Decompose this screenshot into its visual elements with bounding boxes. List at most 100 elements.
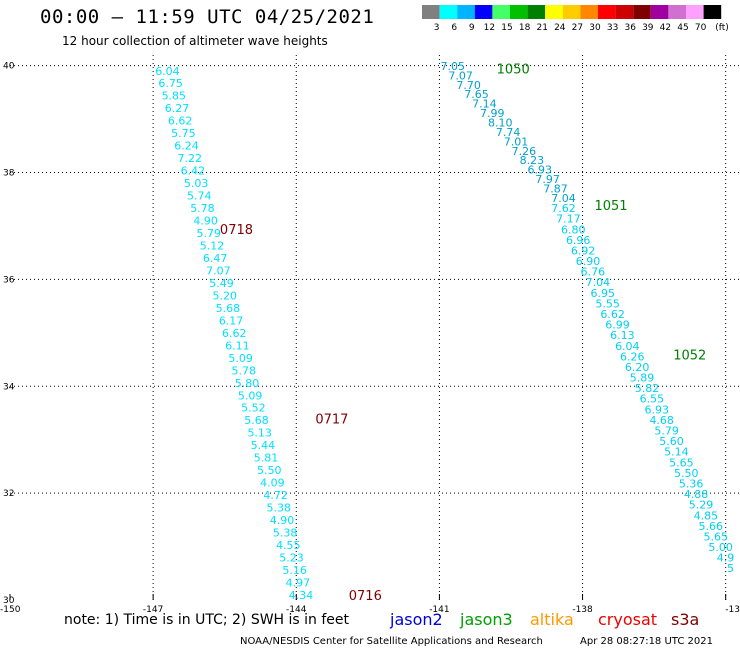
legend-swatch	[668, 5, 686, 19]
wave-height-value: 7.01	[504, 135, 529, 148]
legend-tick-label: 15	[501, 23, 512, 33]
wave-height-value: 5.49	[209, 277, 234, 290]
wave-height-value: 5.79	[654, 425, 679, 438]
wave-height-value: 6.80	[561, 223, 586, 236]
wave-height-value: 5.75	[171, 127, 196, 140]
y-tick-label: 30	[3, 596, 15, 606]
wave-height-value: 5.14	[664, 446, 689, 459]
credit-line: NOAA/NESDIS Center for Satellite Applica…	[240, 636, 543, 647]
legend-tick-label: 18	[519, 23, 531, 33]
wave-height-value: 6.93	[645, 403, 670, 416]
wave-height-value: 7.99	[480, 107, 505, 120]
legend-swatch	[439, 5, 458, 19]
x-tick-label: -144	[286, 605, 307, 615]
legend-tick-label: 36	[624, 23, 636, 33]
wave-height-value: 6.42	[181, 165, 206, 178]
wave-height-value: 7.17	[556, 213, 581, 226]
wave-height-value: 7.07	[206, 264, 231, 277]
wave-height-value: 5.52	[241, 402, 266, 415]
wave-height-value: 6.62	[168, 115, 193, 128]
pass-time-label: 1052	[673, 349, 706, 364]
wave-height-value: 6.27	[165, 102, 190, 115]
satellite-label-altika: altika	[530, 610, 574, 629]
legend-swatch	[580, 5, 598, 19]
y-tick-label: 36	[3, 275, 15, 285]
wave-height-value: 4.68	[649, 414, 674, 427]
legend-tick-label: 24	[554, 23, 566, 33]
legend-swatch	[545, 5, 563, 19]
wave-height-value: 5	[727, 562, 734, 575]
legend-swatch	[510, 5, 528, 19]
x-tick-label: -147	[143, 605, 163, 615]
legend-tick-label: 3	[434, 23, 440, 33]
wave-height-value: 7.22	[177, 152, 202, 165]
wave-height-value: 5.50	[674, 467, 699, 480]
legend-swatch	[615, 5, 634, 19]
wave-height-value: 5.13	[247, 427, 272, 440]
chart-subtitle: 12 hour collection of altimeter wave hei…	[62, 34, 328, 48]
wave-height-value: 5.80	[235, 377, 260, 390]
wave-height-value: 5.12	[200, 239, 225, 252]
wave-height-value: 5.89	[630, 372, 655, 385]
wave-height-value: 5.68	[244, 414, 269, 427]
wave-height-value: 6.47	[203, 252, 228, 265]
pass-time-label: 1051	[594, 199, 627, 214]
wave-height-value: 5.82	[635, 382, 660, 395]
legend-tick-label: 27	[572, 23, 583, 33]
legend-swatch	[492, 5, 510, 19]
wave-height-value: 6.04	[155, 65, 180, 78]
legend-swatch	[457, 5, 475, 19]
wave-height-value: 6.75	[158, 77, 183, 90]
wave-height-value: 4.9	[717, 552, 735, 565]
wave-height-value: 5.60	[659, 435, 684, 448]
legend-swatch	[633, 5, 651, 19]
satellite-label-jason2: jason2	[390, 610, 443, 629]
wave-height-value: 7.87	[543, 183, 568, 196]
wave-height-value: 6.62	[222, 327, 247, 340]
wave-height-value: 5.23	[279, 551, 304, 564]
wave-height-value: 5.79	[197, 227, 222, 240]
legend-swatch	[598, 5, 616, 19]
legend-tick-label: 9	[469, 23, 475, 33]
wave-height-value: 5.44	[251, 439, 276, 452]
legend-swatch	[703, 5, 722, 19]
legend-tick-label: 21	[536, 23, 547, 33]
satellite-label-s3a: s3a	[671, 610, 700, 629]
wave-height-value: 7.62	[551, 202, 576, 215]
wave-height-value: 4.90	[193, 215, 218, 228]
wave-height-value: 5.09	[238, 389, 263, 402]
legend-unit-label: (ft)	[715, 23, 729, 33]
wave-height-value: 5.81	[254, 452, 279, 465]
wave-height-value: 5.78	[232, 364, 257, 377]
wave-height-value: 6.90	[576, 255, 601, 268]
wave-height-value: 6.92	[571, 244, 596, 257]
y-tick-label: 32	[3, 489, 14, 499]
wave-height-value: 5.29	[689, 499, 714, 512]
chart-title: 00:00 – 11:59 UTC 04/25/2021	[40, 6, 375, 28]
wave-height-value: 4.97	[286, 576, 311, 589]
wave-height-value: 6.04	[615, 340, 640, 353]
wave-height-value: 5.16	[282, 564, 307, 577]
wave-height-value: 4.85	[694, 509, 719, 522]
wave-height-value: 7.26	[512, 145, 537, 158]
wave-height-value: 4.34	[289, 589, 314, 602]
wave-height-value: 8.10	[488, 117, 513, 130]
color-legend: 3 6 9 12 15 18 21 24 27 30 33 36 39 42 45 70 (ft)	[422, 5, 729, 33]
wave-height-value: 6.24	[174, 140, 199, 153]
wave-height-value: 6.93	[527, 164, 552, 177]
wave-height-value: 5.20	[212, 289, 237, 302]
wave-height-value: 5.50	[257, 464, 282, 477]
wave-height-value: 6.55	[640, 393, 665, 406]
wave-height-value: 8.23	[520, 154, 545, 167]
wave-height-value: 5.85	[162, 90, 187, 103]
wave-height-value: 5.78	[190, 202, 215, 215]
legend-tick-label: 70	[695, 23, 707, 33]
wave-height-value: 7.04	[586, 276, 611, 289]
wave-height-value: 5.65	[703, 530, 728, 543]
legend-swatch	[562, 5, 581, 19]
pass-time-label: 0716	[349, 589, 382, 604]
wave-height-value: 5.55	[595, 297, 620, 310]
wave-height-value: 6.26	[620, 350, 645, 363]
wave-height-value: 6.76	[581, 266, 606, 279]
